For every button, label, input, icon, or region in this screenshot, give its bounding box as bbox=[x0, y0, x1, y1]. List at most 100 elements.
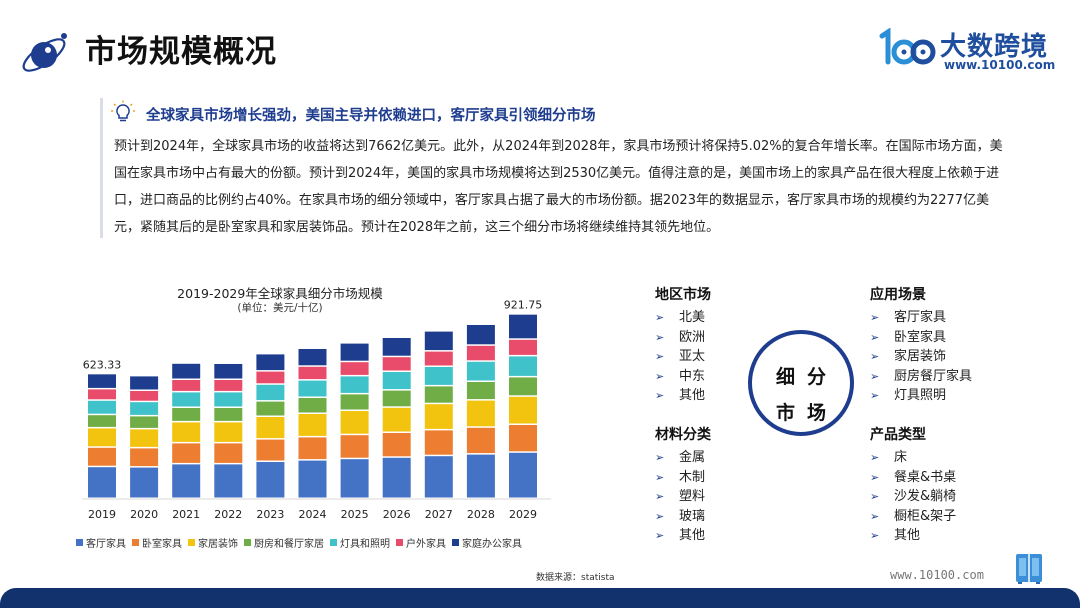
x-tick-label: 2029 bbox=[509, 508, 537, 521]
bar-segment bbox=[256, 417, 285, 439]
bar-segment bbox=[130, 402, 159, 415]
chart-subtitle: (单位：美元/十亿) bbox=[237, 302, 323, 314]
bar-segment bbox=[88, 447, 116, 466]
bar-segment bbox=[340, 362, 369, 375]
segment-item-label: 木制 bbox=[679, 469, 706, 485]
bar-segment bbox=[424, 404, 453, 429]
region-market-list: ➢ 北美 ➢ 欧洲 ➢ 亚太 ➢ 中东 ➢ 其他 bbox=[655, 308, 711, 406]
chart-plot: 2019 623.33 2020 2021 2022 2023 2024 2025 2026 20… bbox=[82, 299, 552, 521]
footer-bar bbox=[0, 588, 1080, 608]
center-label-line2: 市场 bbox=[775, 402, 838, 424]
bar-segment bbox=[382, 457, 411, 498]
bar-segment bbox=[214, 422, 243, 442]
segment-center-circle: 细分 市场 bbox=[748, 330, 854, 436]
product-type-group: 产品类型 ➢ 床 ➢ 餐桌&书桌 ➢ 沙发&躺椅 ➢ 橱柜&架子 ➢ 其他 bbox=[870, 426, 956, 546]
bar-segment bbox=[424, 456, 453, 498]
segment-item-label: 金属 bbox=[679, 450, 706, 465]
arrow-bullet-icon: ➢ bbox=[870, 451, 880, 464]
bar-segment bbox=[172, 392, 201, 407]
segment-item: ➢ 沙发&躺椅 bbox=[870, 487, 956, 507]
lightbulb-icon bbox=[111, 100, 135, 122]
legend-swatch bbox=[132, 539, 139, 546]
segment-item: ➢ 橱柜&架子 bbox=[870, 507, 956, 527]
product-type-list: ➢ 床 ➢ 餐桌&书桌 ➢ 沙发&躺椅 ➢ 橱柜&架子 ➢ 其他 bbox=[870, 448, 956, 546]
segment-item-label: 其他 bbox=[679, 528, 706, 543]
bar-segment bbox=[88, 389, 116, 400]
legend-item: 家庭办公家具 bbox=[452, 535, 522, 550]
bar-segment bbox=[172, 443, 201, 463]
segment-item-label: 卧室家具 bbox=[894, 329, 947, 345]
bar-segment bbox=[172, 363, 201, 379]
bar-segment bbox=[214, 443, 243, 463]
segment-item: ➢ 中东 bbox=[655, 367, 711, 387]
arrow-bullet-icon: ➢ bbox=[870, 529, 880, 542]
segment-item: ➢ 家居装饰 bbox=[870, 347, 972, 367]
segment-item-label: 其他 bbox=[894, 528, 921, 543]
arrow-bullet-icon: ➢ bbox=[655, 311, 665, 324]
bar-segment bbox=[509, 452, 537, 498]
bar-segment bbox=[298, 460, 327, 498]
arrow-bullet-icon: ➢ bbox=[655, 451, 665, 464]
bar-segment bbox=[214, 380, 243, 391]
bar-segment bbox=[466, 325, 495, 345]
legend-label: 户外家具 bbox=[406, 539, 446, 550]
bar-segment bbox=[298, 398, 327, 413]
legend-swatch bbox=[76, 539, 83, 546]
bar-segment bbox=[214, 364, 243, 379]
bar-segment bbox=[509, 425, 537, 452]
bar-segment bbox=[466, 400, 495, 427]
segment-item: ➢ 卧室家具 bbox=[870, 328, 972, 348]
legend-label: 灯具和照明 bbox=[340, 539, 390, 550]
bar-segment bbox=[130, 376, 159, 390]
legend-swatch bbox=[452, 539, 459, 546]
arrow-bullet-icon: ➢ bbox=[655, 369, 665, 383]
bar-segment bbox=[88, 428, 116, 447]
segment-item-label: 北美 bbox=[679, 310, 706, 325]
arrow-bullet-icon: ➢ bbox=[655, 509, 665, 523]
segment-item-label: 中东 bbox=[679, 368, 706, 384]
segment-item-label: 客厅家具 bbox=[894, 310, 947, 325]
bar-segment bbox=[382, 338, 411, 356]
bar-segment bbox=[509, 314, 537, 339]
legend-item: 客厅家具 bbox=[76, 535, 126, 550]
bar-segment bbox=[509, 356, 537, 376]
segment-item: ➢ 木制 bbox=[655, 468, 711, 488]
bar-segment bbox=[382, 357, 411, 371]
legend-swatch bbox=[396, 539, 403, 546]
x-tick-label: 2026 bbox=[383, 508, 411, 521]
footer-url: www.10100.com bbox=[890, 568, 984, 582]
bar-segment bbox=[256, 354, 285, 371]
chart-title: 2019-2029年全球家具细分市场规模 bbox=[177, 286, 383, 301]
bar-segment bbox=[256, 439, 285, 461]
chart-legend: 客厅家具 卧室家具 家居装饰 厨房和餐厅家居 灯具和照明 户外家具 家庭办公家具 bbox=[76, 535, 576, 551]
segment-item: ➢ 金属 bbox=[655, 448, 711, 468]
bar-segment bbox=[424, 351, 453, 366]
region-market-group: 地区市场 ➢ 北美 ➢ 欧洲 ➢ 亚太 ➢ 中东 ➢ 其他 bbox=[655, 286, 711, 406]
x-tick-label: 2027 bbox=[425, 508, 453, 521]
bar-segment bbox=[509, 396, 537, 424]
arrow-bullet-icon: ➢ bbox=[870, 389, 880, 402]
material-title: 材料分类 bbox=[655, 427, 711, 443]
material-list: ➢ 金属 ➢ 木制 ➢ 塑料 ➢ 玻璃 ➢ 其他 bbox=[655, 448, 711, 546]
bar-segment bbox=[88, 400, 116, 414]
bar-segment bbox=[509, 377, 537, 396]
arrow-bullet-icon: ➢ bbox=[870, 470, 880, 484]
product-type-title: 产品类型 bbox=[870, 427, 926, 443]
stacked-bar-chart: 2019 623.33 2020 2021 2022 2023 2024 2025 2026 20… bbox=[70, 280, 570, 580]
bar-segment bbox=[256, 384, 285, 401]
arrow-bullet-icon: ➢ bbox=[870, 350, 880, 363]
bar-segment bbox=[298, 349, 327, 366]
refrigerator-icon bbox=[1016, 554, 1042, 584]
legend-swatch bbox=[188, 539, 195, 546]
x-tick-label: 2022 bbox=[214, 508, 242, 521]
bar-segment bbox=[509, 339, 537, 355]
application-title: 应用场景 bbox=[870, 287, 926, 303]
x-tick-label: 2023 bbox=[256, 508, 284, 521]
legend-label: 客厅家具 bbox=[86, 539, 126, 550]
segment-item: ➢ 其他 bbox=[870, 526, 956, 546]
bar-segment bbox=[256, 401, 285, 416]
brand-logo[interactable]: 大数跨境 www.10100.com bbox=[878, 24, 1058, 78]
page-title: 市场规模概况 bbox=[85, 34, 277, 70]
application-group: 应用场景 ➢ 客厅家具 ➢ 卧室家具 ➢ 家居装饰 ➢ 厨房餐厅家具 ➢ 灯具照明 bbox=[870, 286, 972, 406]
x-tick-label: 2019 bbox=[88, 508, 116, 521]
